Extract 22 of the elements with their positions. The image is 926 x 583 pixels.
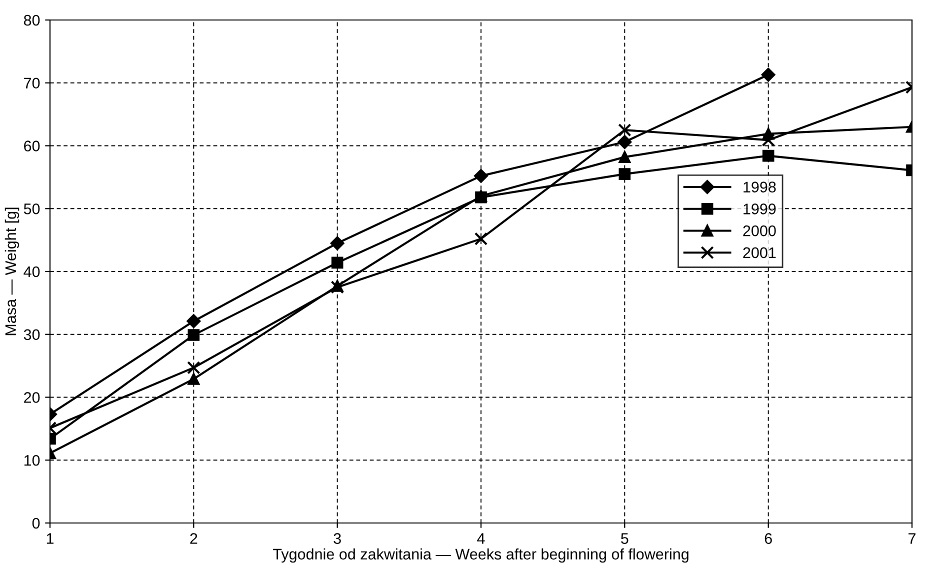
x-tick-label: 3 — [334, 533, 341, 544]
x-tick-label: 6 — [764, 533, 772, 544]
y-tick-label: 30 — [24, 329, 40, 340]
legend-label: 1999 — [744, 204, 776, 214]
legend-label: 2001 — [743, 247, 776, 258]
y-tick-label: 0 — [32, 518, 40, 529]
legend-label: 2000 — [743, 225, 776, 236]
y-tick-label: 40 — [24, 266, 40, 278]
x-tick-label: 2 — [190, 533, 198, 544]
x-axis-title: Tygodnie od zakwitania — Weeks after beginning of flowering — [273, 548, 688, 563]
x-tick-label: 4 — [477, 533, 485, 544]
x-tick-label: 5 — [621, 533, 628, 544]
y-tick-label: 20 — [24, 392, 40, 403]
y-tick-label: 80 — [24, 14, 40, 26]
y-tick-label: 10 — [24, 454, 40, 466]
y-tick-label: 70 — [24, 78, 40, 89]
legend-label: 1998 — [744, 182, 776, 192]
x-tick-label: 7 — [908, 533, 916, 544]
y-tick-label: 50 — [24, 203, 40, 214]
y-axis-title: Masa — Weight [g] — [4, 208, 20, 336]
x-tick-label: 1 — [46, 533, 54, 544]
y-tick-label: 60 — [24, 140, 40, 152]
